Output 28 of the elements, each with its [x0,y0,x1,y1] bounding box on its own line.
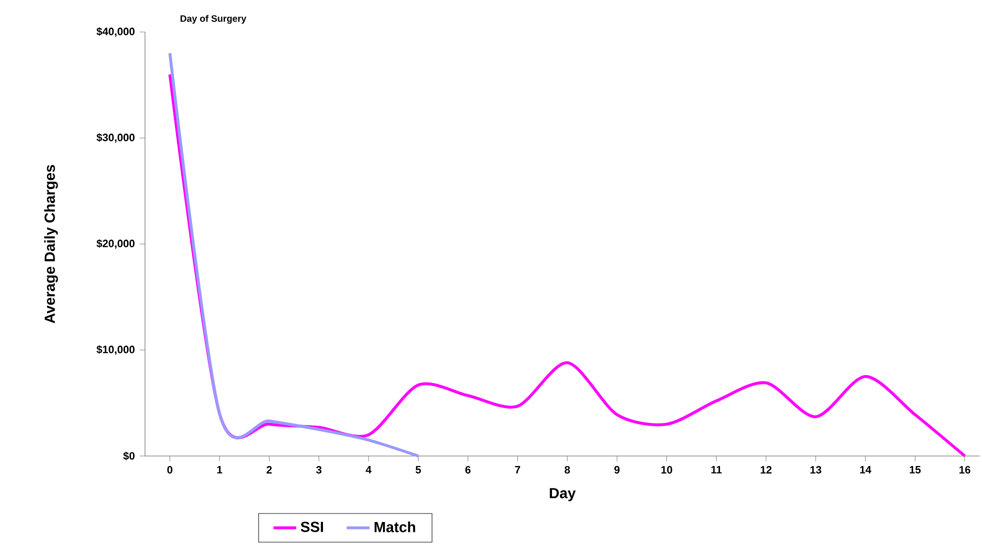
x-tick-label: 7 [515,466,520,474]
x-tick-label: 15 [910,466,921,474]
text: Day of Surgery [180,14,246,24]
x-tick-label: 14 [860,466,872,474]
x-tick-label: 9 [614,466,620,474]
x-tick-label: 12 [760,466,772,474]
x-tick-label: 4 [366,466,372,474]
x-tick-label: 3 [316,466,322,474]
x-tick-label: 8 [564,466,570,474]
x-tick-label: 13 [810,466,822,474]
y-tick-label: $30,000 [96,133,135,143]
line-series [168,52,420,458]
x-tick-label: 11 [711,466,722,474]
y-tick-label: $20,000 [96,239,135,249]
x-tick-label: 2 [266,466,272,474]
x-tick-label: 16 [960,466,970,474]
y-tick-label: $0 [123,452,135,460]
legend-label: Match [374,521,416,532]
x-tick-label: 6 [465,466,471,474]
y-tick-label: $40,000 [96,27,135,37]
x-tick-label: 1 [217,466,222,474]
y-axis-title: Average Daily Charges [44,165,58,324]
x-tick-label: 10 [661,466,672,474]
y-tick-label: $10,000 [96,345,135,355]
x-tick-label: 5 [416,466,421,474]
x-axis-title: Day [550,488,576,502]
x-tick-label: 0 [167,466,172,474]
legend-label: SSI [300,522,323,532]
